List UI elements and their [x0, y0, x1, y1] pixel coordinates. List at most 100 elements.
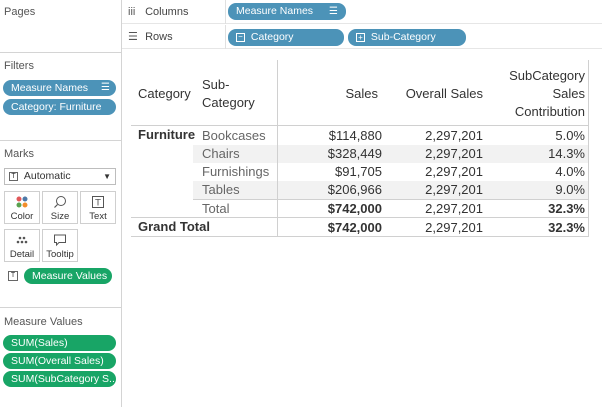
measure-label: SUM(Overall Sales)	[11, 355, 104, 367]
column-divider	[277, 60, 278, 236]
filter-category[interactable]: Category: Furniture	[3, 99, 116, 115]
header-subcategory-line1: Sub-	[202, 77, 230, 92]
columns-shelf: iii Columns Measure Names ☰	[122, 0, 602, 24]
header-sales: Sales	[345, 86, 378, 101]
detail-button[interactable]: Detail	[4, 229, 40, 262]
pill-label: Category	[250, 31, 294, 43]
expand-icon: +	[356, 32, 365, 42]
collapse-icon: −	[236, 32, 245, 42]
mark-type-dropdown[interactable]: T Automatic ▼	[4, 168, 116, 185]
total-sales: $742,000	[327, 201, 382, 216]
size-button[interactable]: Size	[42, 191, 78, 224]
columns-icon: iii	[128, 6, 136, 18]
detail-label: Detail	[9, 249, 35, 260]
marks-panel: Marks T Automatic ▼ Color Size T Text	[0, 140, 121, 298]
chevron-down-icon: ▼	[103, 172, 111, 181]
marks-title: Marks	[4, 148, 34, 160]
measure-sum-subcategory-sales[interactable]: SUM(SubCategory S..	[3, 371, 116, 387]
overall-sales-cell: 2,297,201	[425, 164, 483, 179]
rows-icon: ☰	[128, 31, 138, 43]
color-button[interactable]: Color	[4, 191, 40, 224]
measure-values-pill[interactable]: Measure Values	[24, 268, 112, 284]
subcategory-cell: Furnishings	[202, 164, 270, 179]
sales-cell: $328,449	[327, 146, 382, 161]
rows-label: ☰ Rows	[122, 25, 226, 49]
rows-shelf: ☰ Rows − Category + Sub-Category	[122, 25, 602, 49]
svg-text:T: T	[94, 199, 101, 209]
measure-sum-sales[interactable]: SUM(Sales)	[3, 335, 116, 351]
filter-icon: ☰	[101, 82, 110, 93]
header-contrib-line2: Sales	[552, 86, 585, 101]
color-icon	[5, 195, 39, 210]
color-label: Color	[10, 211, 34, 222]
measure-values-title: Measure Values	[4, 316, 83, 328]
filter-label: Category: Furniture	[11, 101, 102, 113]
subcategory-cell: Tables	[202, 182, 240, 197]
total-label: Total	[202, 201, 230, 216]
total-contrib: 32.3%	[548, 201, 585, 216]
row-band	[193, 181, 588, 199]
measure-label: SUM(SubCategory S..	[11, 373, 115, 385]
overall-sales-cell: 2,297,201	[425, 182, 483, 197]
pill-label: Measure Names	[236, 5, 314, 17]
text-button[interactable]: T Text	[80, 191, 116, 224]
subcategory-cell: Chairs	[202, 146, 240, 161]
sales-cell: $206,966	[327, 182, 382, 197]
header-contrib-line1: SubCategory	[509, 68, 585, 83]
sales-cell: $114,880	[328, 128, 382, 143]
measure-label: SUM(Sales)	[11, 337, 68, 349]
measure-sum-overall-sales[interactable]: SUM(Overall Sales)	[3, 353, 116, 369]
header-divider	[131, 125, 588, 126]
overall-sales-cell: 2,297,201	[425, 128, 483, 143]
grand-total-contrib: 32.3%	[548, 220, 585, 235]
rows-pill-sub-category[interactable]: + Sub-Category	[348, 29, 466, 46]
text-icon: T	[81, 195, 115, 210]
tooltip-button[interactable]: Tooltip	[42, 229, 78, 262]
size-label: Size	[50, 211, 70, 222]
overall-sales-cell: 2,297,201	[425, 146, 483, 161]
header-subcategory-line2: Category	[202, 95, 255, 110]
row-band	[193, 145, 588, 163]
text-mark-icon: T	[9, 171, 18, 181]
mark-type-label: Automatic	[23, 170, 71, 182]
pill-label: Sub-Category	[370, 31, 436, 43]
tooltip-icon	[43, 233, 77, 248]
measure-values-panel: Measure Values SUM(Sales) SUM(Overall Sa…	[0, 307, 121, 407]
size-icon	[43, 195, 77, 210]
category-furniture: Furniture	[138, 127, 196, 142]
columns-label: iii Columns	[122, 0, 226, 24]
columns-label-text: Columns	[145, 6, 189, 18]
rows-pill-category[interactable]: − Category	[228, 29, 344, 46]
grand-total-sales: $742,000	[327, 220, 382, 235]
grand-total-divider	[131, 217, 588, 218]
subcategory-cell: Bookcases	[202, 128, 266, 143]
contrib-cell: 5.0%	[555, 128, 585, 143]
contrib-cell: 4.0%	[555, 164, 585, 179]
grand-total-label: Grand Total	[138, 219, 210, 234]
header-category: Category	[138, 86, 191, 101]
detail-icon	[5, 233, 39, 248]
filter-measure-names[interactable]: Measure Names ☰	[3, 80, 116, 96]
filter-label: Measure Names	[11, 82, 89, 94]
total-overall-sales: 2,297,201	[425, 201, 483, 216]
columns-pill-measure-names[interactable]: Measure Names ☰	[228, 3, 346, 20]
text-shelf-icon: T	[8, 271, 18, 281]
contrib-cell: 9.0%	[555, 182, 585, 197]
left-panel: Pages Filters Measure Names ☰ Category: …	[0, 0, 122, 407]
total-divider	[193, 199, 588, 200]
filters-panel: Filters Measure Names ☰ Category: Furnit…	[0, 52, 121, 132]
pages-title: Pages	[4, 6, 36, 18]
right-border	[588, 60, 589, 236]
sales-cell: $91,705	[335, 164, 382, 179]
filter-icon: ☰	[329, 6, 338, 17]
filters-title: Filters	[4, 60, 34, 72]
grand-total-overall-sales: 2,297,201	[425, 220, 483, 235]
bottom-border	[131, 236, 589, 237]
measure-values-label: Measure Values	[32, 270, 108, 282]
pages-panel: Pages	[0, 0, 121, 52]
rows-label-text: Rows	[145, 31, 173, 43]
text-label: Text	[89, 211, 107, 222]
header-overall-sales: Overall Sales	[405, 86, 483, 101]
header-contrib-line3: Contribution	[514, 104, 585, 119]
contrib-cell: 14.3%	[548, 146, 585, 161]
